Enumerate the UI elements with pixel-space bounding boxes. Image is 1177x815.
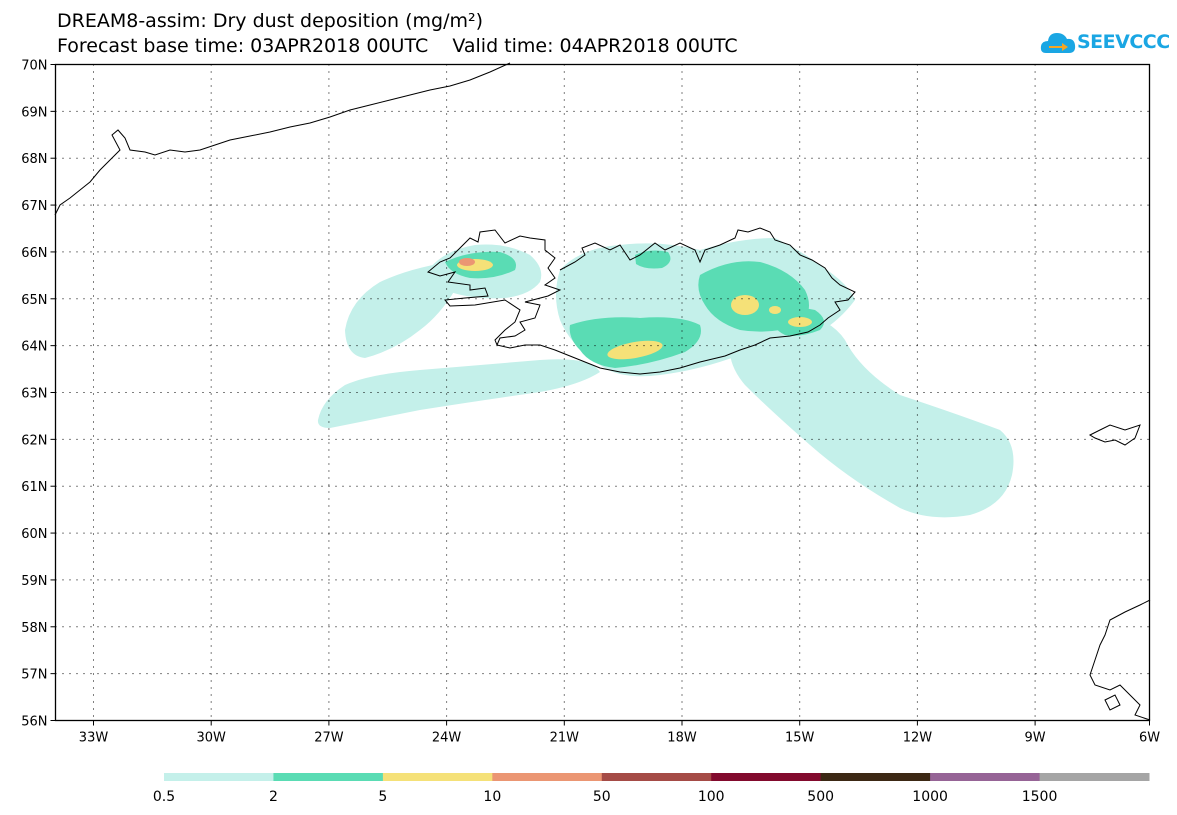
lat-label: 70N: [21, 59, 47, 74]
logo-text: SEEVCCC: [1077, 31, 1170, 53]
latitude-labels: 70N 69N 68N 67N 66N 65N 64N 63N 62N 61N 60N 59N 58N 5…: [21, 59, 47, 730]
dust-spot-central: [731, 295, 759, 315]
colorbar-segment: [1039, 773, 1150, 781]
axis-ticks: [50, 64, 1150, 726]
lon-label: 6W: [1139, 731, 1160, 746]
dust-field-layer: [317, 238, 1014, 518]
map-subtitle: Forecast base time: 03APR2018 00UTC Vali…: [57, 35, 738, 57]
lat-label: 69N: [21, 105, 47, 120]
lat-label: 57N: [21, 668, 47, 683]
colorbar-segment: [273, 773, 384, 781]
lon-label: 33W: [79, 731, 109, 746]
lon-label: 15W: [785, 731, 815, 746]
lat-label: 61N: [21, 480, 47, 495]
map-title: DREAM8-assim: Dry dust deposition (mg/m²…: [57, 10, 484, 32]
coastline-layer: [54, 62, 1151, 721]
lon-label: 9W: [1025, 731, 1046, 746]
lon-label: 18W: [667, 731, 697, 746]
dust-spot-westfjords-high: [459, 258, 475, 266]
dust-spot-east: [788, 317, 812, 327]
colorbar-label: 2: [269, 789, 278, 805]
colorbar-segment: [711, 773, 822, 781]
colorbar-label: 1000: [912, 789, 948, 805]
lat-label: 63N: [21, 386, 47, 401]
dust-area-southwest-band: [317, 359, 600, 428]
lat-label: 58N: [21, 621, 47, 636]
dust-spot-east-small: [769, 306, 781, 314]
lat-label: 68N: [21, 152, 47, 167]
colorbar-label: 500: [807, 789, 834, 805]
lon-label: 12W: [903, 731, 933, 746]
lat-label: 56N: [21, 714, 47, 729]
lon-label: 24W: [432, 731, 462, 746]
cloud-arrow-icon: [1040, 33, 1076, 53]
scotland-islands: [1104, 694, 1121, 711]
longitude-labels: 33W 30W 27W 24W 21W 18W 15W 12W 9W 6W: [79, 731, 1160, 746]
greenland-coastline: [54, 62, 511, 216]
iceland-coastline: [426, 229, 562, 347]
colorbar-label: 0.5: [153, 789, 175, 805]
dust-spot-south: [607, 340, 663, 360]
colorbar-segment: [492, 773, 603, 781]
colorbar-label: 50: [593, 789, 611, 805]
colorbar-segment: [601, 773, 712, 781]
lat-label: 64N: [21, 340, 47, 355]
colorbar-label: 1500: [1022, 789, 1058, 805]
colorbar-segment: [382, 773, 493, 781]
iceland-main-coastline: [496, 227, 856, 375]
dust-area-southeast-plume: [729, 315, 1014, 518]
lat-label: 60N: [21, 527, 47, 542]
lat-label: 59N: [21, 574, 47, 589]
colorbar-segment: [164, 773, 274, 781]
lat-label: 65N: [21, 293, 47, 308]
colorbar-label: 100: [698, 789, 725, 805]
colorbar-segment: [820, 773, 931, 781]
lat-label: 67N: [21, 199, 47, 214]
colorbar-segment: [930, 773, 1041, 781]
scotland-coastline: [1089, 599, 1151, 721]
dust-area-north: [635, 250, 671, 269]
lat-label: 62N: [21, 433, 47, 448]
lon-label: 27W: [314, 731, 344, 746]
lat-lon-grid: [55, 64, 1150, 721]
colorbar: 0.5 2 5 10 50 100 500 1000 1500: [153, 773, 1150, 805]
lon-label: 30W: [196, 731, 226, 746]
dust-area-west-plume: [345, 262, 462, 358]
colorbar-label: 10: [483, 789, 501, 805]
lat-label: 66N: [21, 246, 47, 261]
faroe-coastline: [1088, 424, 1141, 446]
lon-label: 21W: [550, 731, 580, 746]
colorbar-label: 5: [378, 789, 387, 805]
